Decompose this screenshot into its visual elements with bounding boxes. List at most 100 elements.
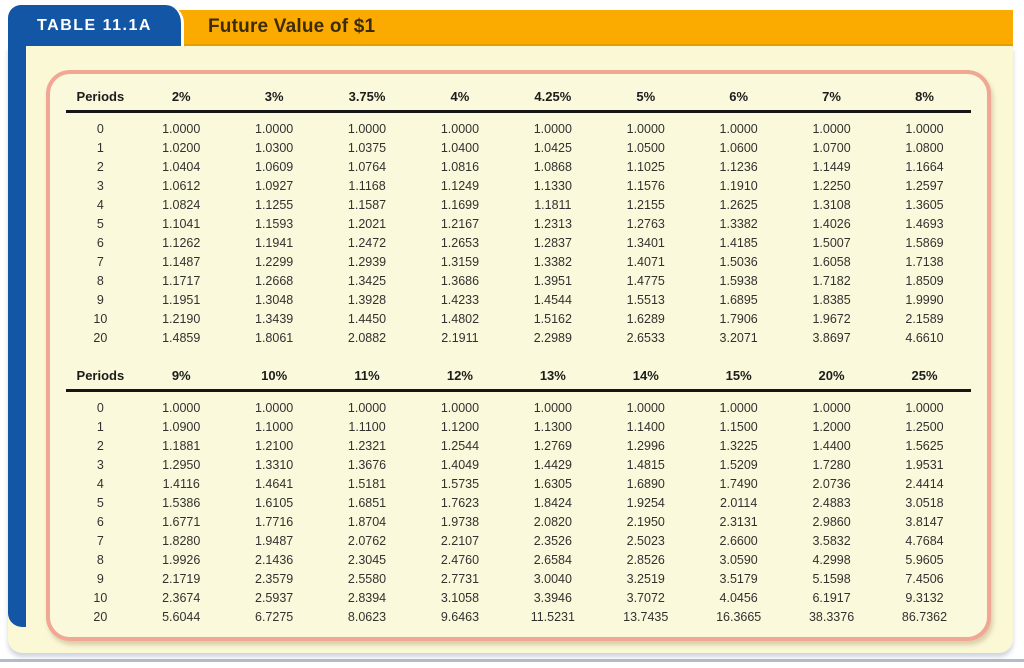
value-cell: 1.1255 xyxy=(255,198,294,212)
value-cell: 1.0000 xyxy=(162,401,201,415)
value-cell: 1.0000 xyxy=(905,122,944,136)
value-cell: 2.4414 xyxy=(905,477,944,491)
value-cell: 1.9926 xyxy=(162,553,201,567)
value-cell: 1.3048 xyxy=(255,293,294,307)
value-cell: 1.6305 xyxy=(533,477,572,491)
table-row: 4 1.0824 1.1255 1.1587 1.1699 1.1811 1.2155 1.2… xyxy=(66,196,971,215)
value-cell: 1.0000 xyxy=(440,401,480,415)
title-bar: Future Value of $1 xyxy=(30,10,1013,46)
value-cell: 1.2321 xyxy=(347,439,387,453)
value-cell: 1.4815 xyxy=(626,458,665,472)
value-cell: 1.0868 xyxy=(533,160,572,174)
value-cell: 1.4450 xyxy=(347,312,387,326)
value-cell: 1.1400 xyxy=(626,420,665,434)
value-cell: 1.0425 xyxy=(533,141,572,155)
period-cell: 6 xyxy=(96,515,104,529)
value-cell: 1.9990 xyxy=(905,293,944,307)
value-cell: 1.2021 xyxy=(347,217,387,231)
value-cell: 1.4693 xyxy=(905,217,944,231)
value-cell: 1.8280 xyxy=(162,534,201,548)
value-cell: 1.0000 xyxy=(905,401,944,415)
value-cell: 1.9487 xyxy=(255,534,294,548)
period-cell: 1 xyxy=(96,420,104,434)
value-cell: 3.8697 xyxy=(812,331,851,345)
period-cell: 9 xyxy=(96,293,104,307)
value-cell: 1.0764 xyxy=(347,160,387,174)
value-cell: 11.5231 xyxy=(530,610,575,624)
value-cell: 1.0000 xyxy=(812,122,851,136)
value-cell: 7.4506 xyxy=(905,572,944,586)
value-cell: 1.0000 xyxy=(533,401,572,415)
value-cell: 1.5938 xyxy=(719,274,758,288)
value-cell: 1.9738 xyxy=(440,515,480,529)
value-cell: 1.1487 xyxy=(162,255,201,269)
rate-header: 14% xyxy=(632,368,659,383)
value-cell: 2.1589 xyxy=(905,312,944,326)
value-cell: 1.8061 xyxy=(255,331,294,345)
value-cell: 1.2190 xyxy=(162,312,201,326)
value-cell: 86.7362 xyxy=(901,610,948,624)
period-cell: 9 xyxy=(96,572,104,586)
value-cell: 1.4429 xyxy=(533,458,572,472)
value-cell: 1.7490 xyxy=(719,477,758,491)
value-cell: 1.5869 xyxy=(905,236,944,250)
table-row: 7 1.8280 1.9487 2.0762 2.2107 2.3526 2.5023 2.6… xyxy=(66,532,971,551)
value-cell: 1.3225 xyxy=(719,439,758,453)
value-cell: 1.2763 xyxy=(626,217,665,231)
rate-header: 9% xyxy=(171,368,191,383)
value-cell: 1.0000 xyxy=(719,122,758,136)
value-cell: 1.3310 xyxy=(255,458,294,472)
table-row: 0 1.0000 1.0000 1.0000 1.0000 1.0000 1.0000 1.0… xyxy=(66,391,971,419)
value-cell: 1.9254 xyxy=(626,496,665,510)
value-cell: 2.3674 xyxy=(162,591,201,605)
value-cell: 2.1719 xyxy=(162,572,201,586)
future-value-table-card: Periods 2% 3% 3.75% 4% 4.25% 5% 6% 7% 8% 0 1.0000 1.… xyxy=(46,70,991,641)
table-row: 20 5.6044 6.7275 8.0623 9.6463 11.5231 13.7435… xyxy=(66,608,971,627)
value-cell: 1.1236 xyxy=(719,160,758,174)
value-cell: 3.1058 xyxy=(440,591,480,605)
value-cell: 3.7072 xyxy=(626,591,665,605)
value-cell: 1.1300 xyxy=(533,420,572,434)
value-cell: 1.6895 xyxy=(719,293,758,307)
value-cell: 1.2837 xyxy=(533,236,572,250)
value-cell: 2.4760 xyxy=(440,553,480,567)
table-row: 8 1.1717 1.2668 1.3425 1.3686 1.3951 1.4775 1.5… xyxy=(66,272,971,291)
value-cell: 1.2950 xyxy=(162,458,201,472)
value-cell: 1.3382 xyxy=(719,217,758,231)
value-cell: 2.3526 xyxy=(533,534,572,548)
value-cell: 6.7275 xyxy=(255,610,294,624)
value-cell: 1.6289 xyxy=(626,312,665,326)
period-cell: 20 xyxy=(93,610,108,624)
value-cell: 1.0375 xyxy=(347,141,387,155)
period-cell: 3 xyxy=(96,458,104,472)
value-cell: 2.8394 xyxy=(347,591,387,605)
value-cell: 2.5023 xyxy=(626,534,665,548)
value-cell: 2.5580 xyxy=(347,572,387,586)
period-cell: 20 xyxy=(93,331,108,345)
value-cell: 1.1100 xyxy=(348,420,386,434)
period-cell: 10 xyxy=(93,312,108,326)
value-cell: 1.3928 xyxy=(347,293,387,307)
value-cell: 1.2769 xyxy=(533,439,572,453)
value-cell: 1.0400 xyxy=(440,141,480,155)
value-cell: 1.4400 xyxy=(812,439,851,453)
value-cell: 1.2653 xyxy=(440,236,480,250)
value-cell: 1.2939 xyxy=(347,255,387,269)
value-cell: 6.1917 xyxy=(812,591,851,605)
value-cell: 1.7716 xyxy=(255,515,294,529)
value-cell: 1.4071 xyxy=(626,255,665,269)
value-cell: 1.1811 xyxy=(534,198,572,212)
value-cell: 1.3108 xyxy=(812,198,851,212)
value-cell: 1.2544 xyxy=(440,439,480,453)
value-cell: 1.5181 xyxy=(347,477,387,491)
value-cell: 1.2625 xyxy=(719,198,758,212)
value-cell: 1.0500 xyxy=(626,141,665,155)
value-cell: 1.3159 xyxy=(440,255,480,269)
rate-header: 15% xyxy=(725,368,752,383)
value-cell: 1.2472 xyxy=(347,236,387,250)
rate-header: 3% xyxy=(264,89,284,104)
value-cell: 3.3946 xyxy=(533,591,572,605)
value-cell: 13.7435 xyxy=(623,610,669,624)
value-cell: 1.1025 xyxy=(626,160,665,174)
